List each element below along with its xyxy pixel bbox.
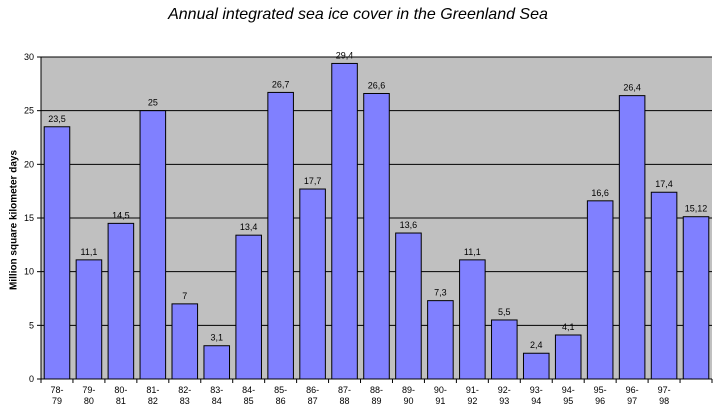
bar [682, 216, 710, 380]
bar [554, 334, 582, 380]
x-category-label: 82- [178, 385, 191, 395]
x-category-label: 87- [338, 385, 351, 395]
data-label: 29,4 [336, 50, 354, 60]
bar [171, 303, 199, 380]
x-category-label: 98 [659, 396, 669, 406]
x-axis-categories: 78-7979-8080-8181-8282-8383-8484-8585-86… [40, 379, 713, 406]
data-label: 13,4 [240, 222, 258, 232]
bar [331, 62, 358, 380]
x-category-label: 96 [595, 396, 605, 406]
data-label: 23,5 [48, 114, 66, 124]
bar [139, 110, 167, 380]
x-category-label: 93 [499, 396, 509, 406]
data-label: 15,12 [685, 204, 708, 214]
bar [522, 352, 550, 380]
bars [43, 62, 710, 380]
data-label: 11,1 [80, 247, 97, 257]
data-label: 3,1 [210, 333, 223, 343]
data-label: 2,4 [530, 340, 543, 350]
data-label: 4,1 [562, 322, 575, 332]
x-category-label: 91 [435, 396, 445, 406]
x-category-label: 79- [82, 385, 95, 395]
x-category-label: 81- [146, 385, 159, 395]
x-category-label: 81 [116, 396, 126, 406]
x-category-label: 89- [402, 385, 415, 395]
x-category-label: 79 [52, 396, 62, 406]
data-label: 7,3 [434, 288, 447, 298]
x-category-label: 97 [627, 396, 637, 406]
bar [586, 200, 614, 380]
data-labels: 23,5 11,1 14,5 25 7 3,1 13,4 26,7 17,7 29,4 26,6 13… [48, 50, 707, 350]
x-category-label: 86- [306, 385, 319, 395]
x-category-label: 82 [148, 396, 158, 406]
data-label: 7 [182, 291, 187, 301]
x-category-label: 88- [370, 385, 383, 395]
x-category-label: 97- [658, 385, 671, 395]
bar [650, 191, 678, 380]
chart-title: Annual integrated sea ice cover in the G… [168, 6, 548, 23]
x-category-label: 88 [340, 396, 350, 406]
y-tick-label: 25 [24, 106, 34, 116]
x-category-label: 94 [531, 396, 541, 406]
data-label: 5,5 [498, 307, 511, 317]
bar [618, 95, 646, 380]
x-category-label: 87 [308, 396, 318, 406]
bar [267, 91, 294, 380]
x-category-label: 95 [563, 396, 573, 406]
x-category-label: 78- [50, 385, 63, 395]
y-tick-label: 5 [29, 320, 34, 330]
bar [43, 126, 71, 380]
x-category-label: 89 [371, 396, 381, 406]
data-label: 17,7 [304, 176, 322, 186]
y-tick-label: 0 [29, 374, 34, 384]
y-axis-ticks: 0 5 10 15 20 25 30 [24, 52, 41, 384]
bar [491, 319, 518, 380]
data-label: 13,6 [400, 220, 418, 230]
x-category-label: 85- [274, 385, 287, 395]
x-category-label: 85 [244, 396, 254, 406]
bar [427, 300, 454, 380]
x-category-label: 83 [180, 396, 190, 406]
x-category-label: 96- [626, 385, 639, 395]
y-tick-label: 10 [24, 267, 34, 277]
x-category-label: 90- [434, 385, 447, 395]
bar [459, 259, 486, 380]
x-category-label: 92 [467, 396, 477, 406]
y-tick-label: 15 [24, 213, 34, 223]
x-category-label: 91- [466, 385, 479, 395]
x-category-label: 92- [498, 385, 511, 395]
data-label: 26,7 [272, 79, 290, 89]
data-label: 26,6 [368, 80, 386, 90]
x-category-label: 84- [242, 385, 255, 395]
x-category-label: 95- [594, 385, 607, 395]
data-label: 16,6 [591, 188, 609, 198]
x-category-label: 84 [212, 396, 222, 406]
data-label: 25 [148, 98, 158, 108]
data-label: 17,4 [655, 179, 673, 189]
data-label: 14,5 [112, 210, 130, 220]
bar [363, 92, 390, 380]
bar [395, 232, 422, 380]
bar [75, 259, 103, 380]
bar [107, 222, 135, 380]
x-category-label: 94- [562, 385, 575, 395]
y-tick-label: 30 [24, 52, 34, 62]
x-category-label: 80- [114, 385, 127, 395]
x-category-label: 86 [276, 396, 286, 406]
bar [299, 188, 326, 380]
x-category-label: 90 [403, 396, 413, 406]
bar [235, 234, 262, 380]
y-tick-label: 20 [24, 159, 34, 169]
data-label: 11,1 [464, 247, 481, 257]
x-category-label: 80 [84, 396, 94, 406]
x-category-label: 83- [210, 385, 223, 395]
x-category-label: 93- [530, 385, 543, 395]
data-label: 26,4 [623, 83, 641, 93]
bar [203, 345, 231, 380]
